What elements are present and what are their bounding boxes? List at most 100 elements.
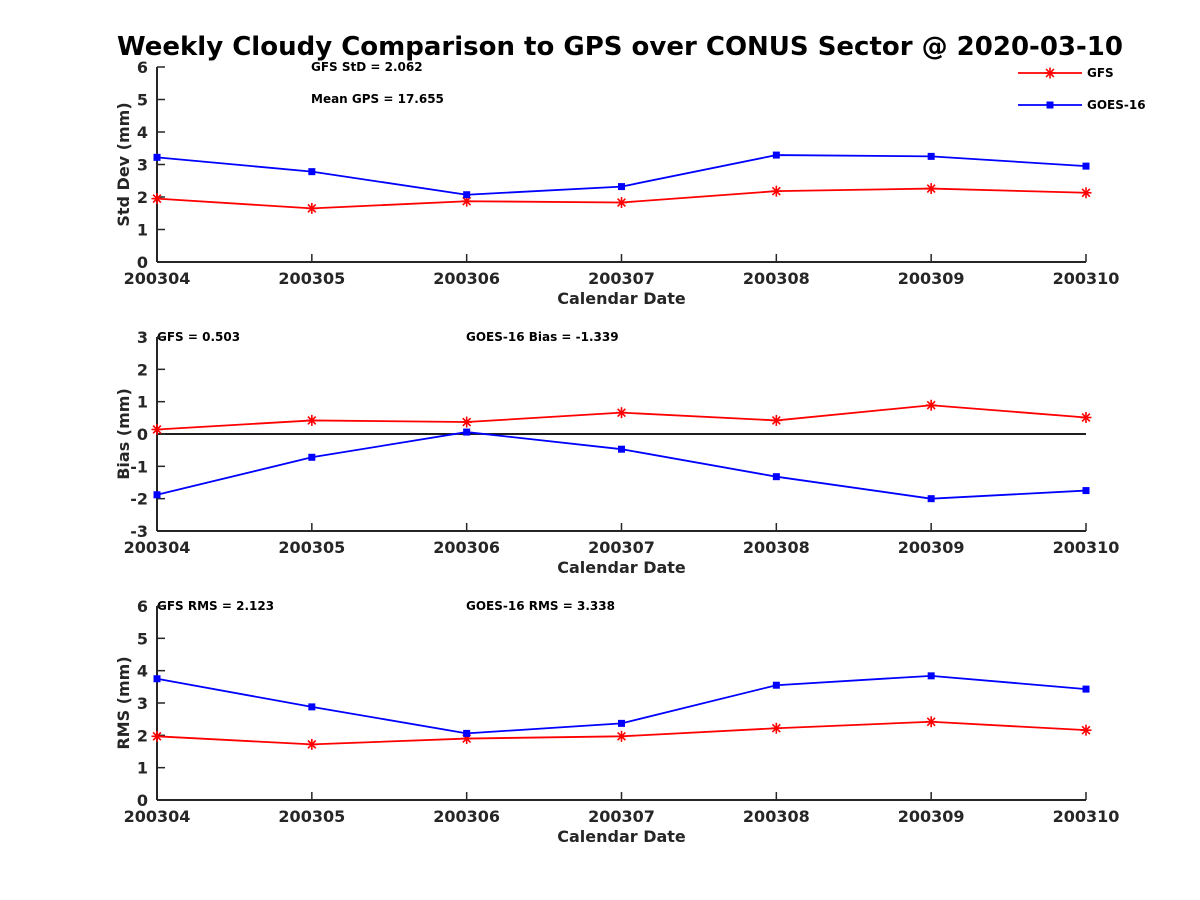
- y-axis-label-std-dev: Std Dev (mm): [114, 102, 133, 226]
- y-tick-label: 3: [137, 156, 148, 175]
- y-tick-label: 3: [137, 694, 148, 713]
- x-tick-label: 200306: [433, 538, 500, 557]
- x-tick-label: 200308: [743, 538, 810, 557]
- legend-entry-gfs: GFS: [1018, 66, 1114, 80]
- x-tick-label: 200307: [588, 807, 655, 826]
- panel-rms: RMS (mm) Calendar Date GFS RMS = 2.123 G…: [114, 597, 1119, 846]
- data-point-goes16: [153, 153, 161, 161]
- y-tick-label: 2: [137, 188, 148, 207]
- data-point-gfs: [306, 414, 318, 426]
- x-tick-label: 200306: [433, 269, 500, 288]
- data-point-goes16: [463, 428, 471, 436]
- x-axis-label-std-dev: Calendar Date: [557, 289, 686, 308]
- y-tick-label: -3: [130, 522, 148, 541]
- data-point-goes16: [618, 183, 625, 191]
- y-tick-label: 2: [137, 726, 148, 745]
- x-axis-label-bias: Calendar Date: [557, 558, 686, 577]
- y-tick-label: 1: [137, 759, 148, 778]
- x-tick-label: 200304: [124, 807, 191, 826]
- legend: GFS GOES-16: [1018, 66, 1146, 112]
- x-tick-label: 200305: [278, 538, 345, 557]
- y-tick-label: 1: [137, 393, 148, 412]
- legend-entry-goes16: GOES-16: [1018, 98, 1146, 112]
- legend-marker-gfs: [1044, 67, 1056, 79]
- data-point-goes16: [618, 445, 625, 453]
- x-tick-label: 200305: [278, 807, 345, 826]
- legend-label-gfs: GFS: [1087, 66, 1114, 80]
- data-point-goes16: [1082, 685, 1090, 693]
- x-tick-label: 200307: [588, 538, 655, 557]
- legend-asterisk-gfs: [1044, 67, 1056, 79]
- data-point-gfs: [1080, 724, 1092, 736]
- y-tick-label: 2: [137, 360, 148, 379]
- data-point-goes16: [927, 152, 935, 160]
- x-tick-label: 200310: [1053, 269, 1120, 288]
- data-point-gfs: [1080, 412, 1092, 424]
- x-tick-label: 200309: [898, 538, 965, 557]
- x-tick-label: 200308: [743, 269, 810, 288]
- x-tick-label: 200309: [898, 269, 965, 288]
- data-point-gfs: [925, 399, 937, 411]
- x-tick-label: 200307: [588, 269, 655, 288]
- y-tick-label: 3: [137, 328, 148, 347]
- data-point-goes16: [308, 168, 316, 176]
- y-tick-label: 5: [137, 91, 148, 110]
- data-point-goes16: [618, 719, 625, 727]
- data-point-gfs: [461, 416, 473, 428]
- panel-std-dev: Std Dev (mm) Calendar Date GFS StD = 2.0…: [114, 58, 1119, 308]
- data-point-goes16: [927, 672, 935, 680]
- y-axis-label-bias: Bias (mm): [114, 388, 133, 480]
- x-tick-label: 200309: [898, 807, 965, 826]
- legend-label-goes16: GOES-16: [1087, 98, 1146, 112]
- data-point-goes16: [308, 703, 316, 711]
- data-point-gfs: [151, 730, 163, 742]
- data-point-goes16: [1082, 162, 1090, 170]
- data-point-gfs: [616, 407, 627, 419]
- annotation-goes16-bias: GOES-16 Bias = -1.339: [466, 330, 619, 344]
- data-point-gfs: [616, 730, 627, 742]
- legend-marker-goes16: [1046, 101, 1054, 109]
- y-tick-label: 6: [137, 58, 148, 77]
- data-point-gfs: [770, 414, 782, 426]
- x-tick-label: 200305: [278, 269, 345, 288]
- y-tick-label: 0: [137, 253, 148, 272]
- data-point-goes16: [463, 729, 471, 737]
- x-axis-label-rms: Calendar Date: [557, 827, 686, 846]
- y-tick-label: 4: [137, 123, 148, 142]
- x-tick-label: 200304: [124, 538, 191, 557]
- data-point-goes16: [772, 151, 780, 159]
- data-point-goes16: [772, 681, 780, 689]
- annotation-goes16-rms: GOES-16 RMS = 3.338: [466, 599, 615, 613]
- data-point-gfs: [151, 193, 163, 205]
- y-tick-label: -1: [130, 457, 148, 476]
- data-point-goes16: [153, 675, 161, 683]
- y-tick-label: 4: [137, 662, 148, 681]
- y-tick-label: 1: [137, 221, 148, 240]
- data-point-goes16: [153, 491, 161, 499]
- data-point-goes16: [463, 191, 471, 199]
- x-tick-label: 200308: [743, 807, 810, 826]
- y-axis-label-rms: RMS (mm): [114, 656, 133, 749]
- data-point-gfs: [616, 197, 627, 209]
- data-point-goes16: [308, 453, 316, 461]
- annotation-mean-gps: Mean GPS = 17.655: [311, 92, 444, 106]
- data-point-gfs: [1080, 187, 1092, 199]
- x-tick-label: 200306: [433, 807, 500, 826]
- data-point-gfs: [306, 738, 318, 750]
- data-point-goes16: [772, 473, 780, 481]
- data-point-goes16: [927, 495, 935, 503]
- x-tick-label: 200304: [124, 269, 191, 288]
- data-point-gfs: [770, 185, 782, 197]
- data-point-gfs: [151, 423, 163, 435]
- data-point-gfs: [306, 202, 318, 214]
- data-point-gfs: [770, 722, 782, 734]
- x-tick-label: 200310: [1053, 807, 1120, 826]
- y-tick-label: -2: [130, 490, 148, 509]
- x-tick-label: 200310: [1053, 538, 1120, 557]
- figure-title: Weekly Cloudy Comparison to GPS over CON…: [117, 32, 1123, 62]
- data-point-gfs: [925, 716, 937, 728]
- y-tick-label: 0: [137, 425, 148, 444]
- y-tick-label: 0: [137, 791, 148, 810]
- annotation-gfs-rms: GFS RMS = 2.123: [157, 599, 274, 613]
